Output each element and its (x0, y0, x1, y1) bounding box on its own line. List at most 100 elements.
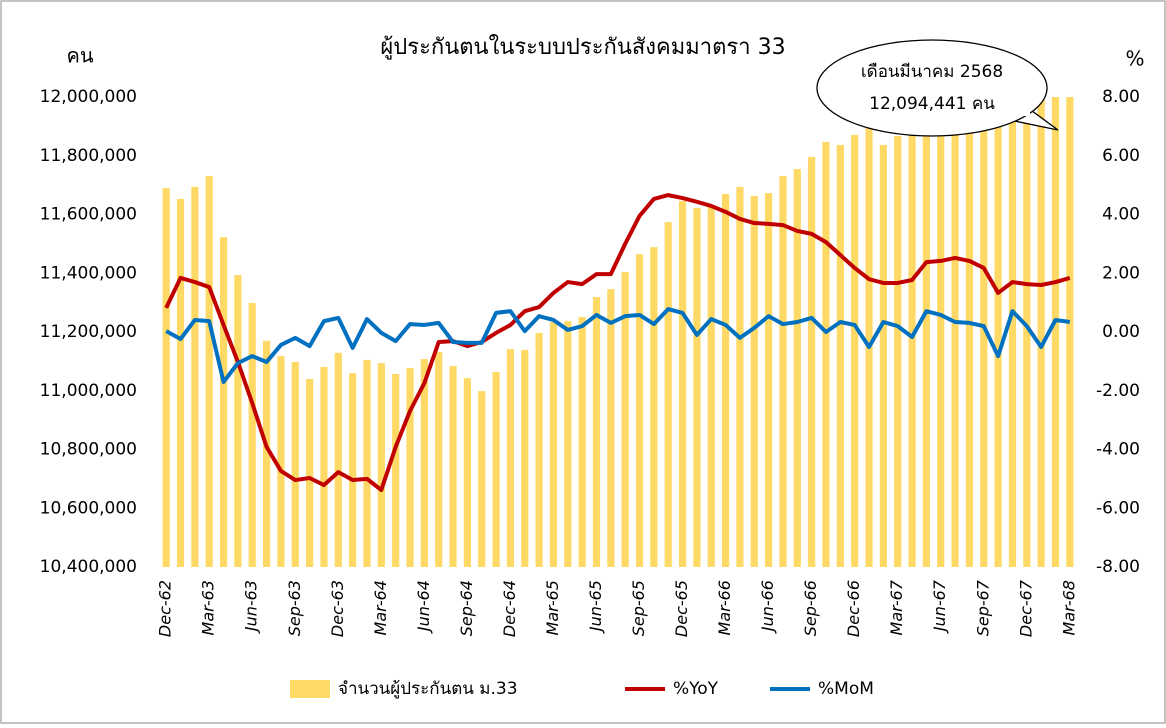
bar (851, 134, 859, 567)
bar (334, 352, 342, 567)
x-tick-label: Dec-67 (1016, 579, 1035, 637)
bar (635, 254, 644, 567)
bar (994, 97, 1002, 567)
x-tick-label: Sep-65 (629, 580, 648, 636)
bar (262, 340, 271, 567)
x-tick-label: Dec-65 (672, 580, 691, 637)
bar (822, 141, 830, 567)
legend-label: %YoY (673, 679, 719, 699)
bar (808, 156, 816, 567)
x-tick-label: Mar-66 (715, 580, 734, 635)
bar (1023, 97, 1031, 567)
bar (478, 391, 486, 567)
legend-label: จำนวนผู้ประกันตน ม.33 (338, 679, 518, 699)
annotation: เดือนมีนาคม 2568 (861, 62, 1003, 82)
bar (377, 363, 385, 567)
bar (664, 222, 672, 567)
bar (750, 195, 758, 567)
bar (463, 378, 471, 567)
bar (707, 205, 715, 567)
bar (234, 275, 242, 567)
y-tick-label: 11,400,000 (40, 263, 137, 283)
y-tick-label: 10,400,000 (40, 557, 137, 577)
legend-swatch (290, 680, 330, 698)
x-tick-label: Jun-65 (586, 580, 605, 634)
line-series (165, 307, 1071, 384)
bar (506, 349, 515, 567)
bar (191, 186, 199, 567)
bar (535, 332, 543, 567)
x-tick-label: Mar-65 (543, 580, 562, 635)
bar (564, 321, 572, 567)
bar (1008, 97, 1017, 567)
bar (248, 302, 256, 567)
bar (1051, 97, 1060, 567)
x-tick-label: Jun-66 (758, 580, 777, 634)
bar (320, 366, 328, 567)
bar (650, 247, 658, 567)
y2-axis-label: % (1125, 47, 1144, 71)
bar (678, 200, 687, 567)
bar (793, 168, 801, 567)
annotation: 12,094,441 คน (869, 94, 995, 114)
bar (693, 208, 701, 567)
bar (922, 132, 930, 567)
bar (721, 193, 730, 567)
y2-tick-label: -2.00 (1096, 381, 1140, 401)
bar (592, 297, 601, 567)
x-tick-label: Sep-66 (801, 580, 820, 636)
bar (836, 144, 844, 567)
bar (420, 359, 428, 567)
x-tick-label: Jun-64 (414, 580, 433, 634)
bar (779, 176, 787, 567)
y-tick-label: 11,600,000 (40, 205, 137, 225)
bar (521, 349, 529, 567)
callout (816, 39, 1048, 137)
y-tick-label: 11,800,000 (40, 146, 137, 166)
legend-label: %MoM (818, 679, 874, 699)
y2-tick-label: 8.00 (1102, 87, 1140, 107)
y2-tick-label: -6.00 (1096, 498, 1140, 518)
bar (492, 371, 500, 567)
y-tick-label: 11,200,000 (40, 322, 137, 342)
y-tick-label: 10,800,000 (40, 440, 137, 460)
bar (879, 144, 887, 567)
bar (176, 198, 185, 567)
bar (1037, 97, 1045, 567)
bar (908, 131, 916, 567)
bar (435, 351, 443, 567)
bar (937, 113, 945, 567)
bar (951, 99, 959, 567)
x-tick-label: Sep-63 (285, 580, 304, 636)
y2-tick-label: 6.00 (1102, 146, 1140, 166)
bar (621, 272, 629, 567)
bar (894, 136, 902, 567)
bar (578, 317, 586, 567)
bar (765, 193, 773, 567)
x-tick-label: Mar-68 (1059, 580, 1078, 635)
bar (736, 186, 744, 567)
x-tick-label: Mar-64 (371, 580, 390, 635)
y2-tick-label: 0.00 (1102, 322, 1140, 342)
callout-cover (1010, 106, 1030, 116)
x-tick-label: Mar-67 (887, 579, 906, 635)
x-tick-label: Sep-64 (457, 580, 476, 636)
bar (549, 322, 558, 567)
bar (162, 188, 170, 567)
y-axis-label: คน (66, 44, 93, 68)
x-tick-label: Jun-67 (930, 579, 949, 634)
x-tick-label: Dec-66 (844, 580, 863, 637)
y-tick-label: 11,000,000 (40, 381, 137, 401)
y2-tick-label: -4.00 (1096, 440, 1140, 460)
plot-area (162, 97, 1074, 567)
bar (980, 97, 988, 567)
bar (363, 359, 371, 567)
y-tick-label: 12,000,000 (40, 87, 137, 107)
bar (291, 361, 299, 567)
bar (219, 237, 228, 567)
bar (965, 97, 974, 567)
bar (406, 368, 414, 567)
x-tick-label: Sep-67 (973, 579, 992, 636)
x-tick-label: Mar-63 (199, 580, 218, 635)
